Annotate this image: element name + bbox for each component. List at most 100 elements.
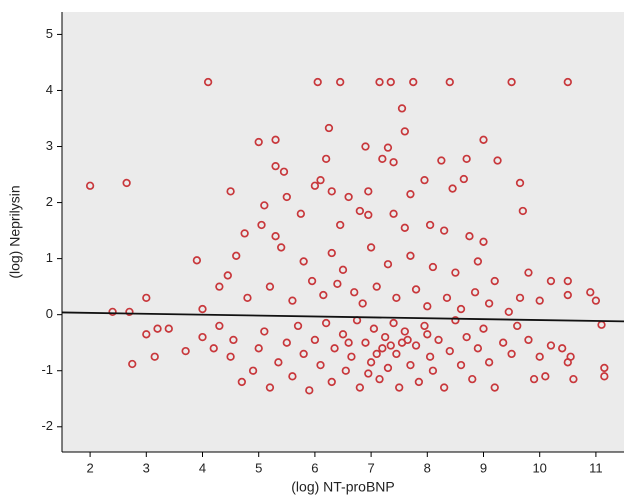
point <box>411 341 421 350</box>
point <box>462 154 471 164</box>
point <box>128 359 137 369</box>
point <box>451 268 460 277</box>
point <box>192 256 202 265</box>
point <box>504 307 513 317</box>
point <box>364 369 373 378</box>
point <box>372 282 381 291</box>
point <box>215 321 224 331</box>
point <box>321 318 331 328</box>
y-tick-label: -1 <box>41 362 53 377</box>
point <box>344 192 353 202</box>
point <box>459 174 468 184</box>
point <box>507 77 516 87</box>
x-tick-label: 7 <box>367 460 374 475</box>
point <box>518 206 527 216</box>
point <box>327 377 336 387</box>
point <box>515 178 525 188</box>
point <box>406 360 415 370</box>
point <box>470 288 480 297</box>
point <box>440 226 449 235</box>
point <box>122 178 131 188</box>
point <box>366 243 376 252</box>
point <box>232 251 241 260</box>
point <box>378 154 387 164</box>
point <box>383 143 393 152</box>
point <box>440 383 449 392</box>
point <box>448 184 457 193</box>
point <box>355 206 365 216</box>
point <box>397 104 407 113</box>
point <box>529 374 539 384</box>
point <box>361 142 370 151</box>
y-tick-label: 3 <box>46 138 53 153</box>
point <box>563 290 572 300</box>
point <box>400 223 409 232</box>
point <box>515 293 525 303</box>
point <box>383 363 393 373</box>
point <box>392 349 401 359</box>
point <box>600 372 609 381</box>
point <box>524 268 533 277</box>
point <box>279 167 289 176</box>
point <box>310 335 320 345</box>
point <box>586 288 595 297</box>
point <box>243 293 252 303</box>
point <box>319 290 328 300</box>
point <box>181 346 190 356</box>
point <box>347 352 356 361</box>
x-tick-label: 8 <box>424 460 431 475</box>
point <box>465 232 474 241</box>
point <box>425 352 435 361</box>
point <box>271 161 280 171</box>
x-tick-label: 11 <box>589 460 603 475</box>
point <box>400 127 409 136</box>
point <box>307 276 317 286</box>
point <box>271 232 280 241</box>
point <box>434 335 443 345</box>
point <box>386 77 395 87</box>
point <box>566 352 575 361</box>
point <box>265 383 275 392</box>
y-tick-label: 1 <box>46 250 53 265</box>
point <box>240 229 249 238</box>
point <box>226 352 235 361</box>
x-tick-label: 5 <box>255 460 262 475</box>
point <box>229 335 238 345</box>
point <box>558 344 567 353</box>
point <box>164 324 173 333</box>
point <box>473 344 483 353</box>
point <box>299 257 308 266</box>
point <box>299 349 308 359</box>
point <box>142 330 151 339</box>
point <box>381 332 390 342</box>
point <box>383 260 393 269</box>
point <box>198 332 207 342</box>
point <box>338 330 348 339</box>
point <box>389 318 398 328</box>
point <box>403 335 412 345</box>
point <box>445 77 454 87</box>
x-tick-label: 6 <box>311 460 318 475</box>
point <box>406 190 415 199</box>
point <box>257 220 266 230</box>
point <box>313 77 322 87</box>
point <box>288 372 297 381</box>
point <box>316 360 325 370</box>
point <box>406 251 415 260</box>
point <box>344 338 353 347</box>
point <box>524 335 533 345</box>
point <box>260 327 269 336</box>
point <box>324 123 334 133</box>
point <box>282 338 291 347</box>
point <box>366 358 376 367</box>
point <box>389 209 398 218</box>
point <box>479 135 488 144</box>
point <box>392 293 401 303</box>
point <box>248 366 258 375</box>
x-tick-label: 4 <box>199 460 206 475</box>
point <box>125 307 134 317</box>
point <box>327 187 336 196</box>
x-axis-title: (log) NT-proBNP <box>291 479 394 495</box>
